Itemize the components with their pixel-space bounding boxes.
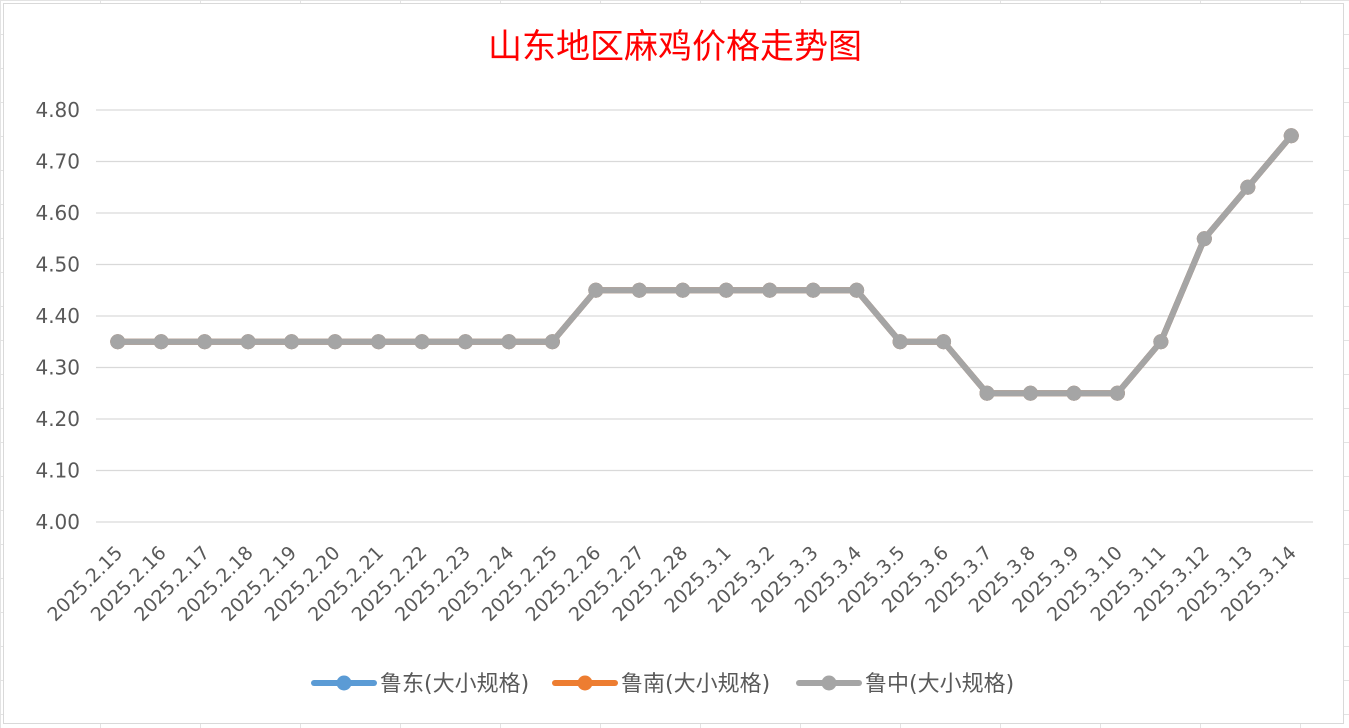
data-point[interactable] <box>1240 179 1256 195</box>
data-point[interactable] <box>936 334 952 350</box>
y-tick-label: 4.40 <box>35 304 80 328</box>
data-point[interactable] <box>631 282 647 298</box>
legend-swatch-marker <box>577 675 593 691</box>
data-point[interactable] <box>1022 385 1038 401</box>
data-point[interactable] <box>588 282 604 298</box>
legend-item[interactable]: 鲁东(大小规格) <box>311 672 529 697</box>
legend-swatch-marker <box>336 675 352 691</box>
legend-label: 鲁南(大小规格) <box>621 672 770 697</box>
data-point[interactable] <box>371 334 387 350</box>
data-point[interactable] <box>197 334 213 350</box>
data-point[interactable] <box>675 282 691 298</box>
data-point[interactable] <box>1283 128 1299 144</box>
y-tick-label: 4.60 <box>35 201 80 225</box>
data-point[interactable] <box>718 282 734 298</box>
data-point[interactable] <box>849 282 865 298</box>
y-tick-label: 4.20 <box>35 407 80 431</box>
series-line <box>114 132 1295 397</box>
data-point[interactable] <box>1153 334 1169 350</box>
data-point[interactable] <box>240 334 256 350</box>
chart-title: 山东地区麻鸡价格走势图 <box>488 27 862 67</box>
data-point[interactable] <box>1196 231 1212 247</box>
legend-label: 鲁东(大小规格) <box>380 672 529 697</box>
legend-label: 鲁中(大小规格) <box>865 672 1014 697</box>
x-axis-ticks: 2025.2.152025.2.162025.2.172025.2.182025… <box>43 542 1300 626</box>
data-point[interactable] <box>457 334 473 350</box>
y-axis-ticks: 4.00 4.10 4.20 4.30 4.40 4.50 4.60 4.70 4.80 <box>35 98 80 534</box>
y-tick-label: 4.80 <box>35 98 80 122</box>
series-3 <box>110 128 1299 401</box>
data-point[interactable] <box>762 282 778 298</box>
legend-item[interactable]: 鲁南(大小规格) <box>552 672 770 697</box>
data-point[interactable] <box>544 334 560 350</box>
chart-area[interactable] <box>3 3 1344 724</box>
y-tick-label: 4.00 <box>35 510 80 534</box>
data-point[interactable] <box>110 334 126 350</box>
data-point[interactable] <box>892 334 908 350</box>
data-point[interactable] <box>414 334 430 350</box>
data-point[interactable] <box>1109 385 1125 401</box>
y-tick-label: 4.30 <box>35 356 80 380</box>
series-layer <box>110 128 1299 401</box>
data-point[interactable] <box>327 334 343 350</box>
data-point[interactable] <box>1066 385 1082 401</box>
y-tick-label: 4.10 <box>35 459 80 483</box>
data-point[interactable] <box>501 334 517 350</box>
legend-swatch-marker <box>821 675 837 691</box>
data-point[interactable] <box>979 385 995 401</box>
data-point[interactable] <box>153 334 169 350</box>
y-tick-label: 4.50 <box>35 253 80 277</box>
data-point[interactable] <box>284 334 300 350</box>
gridlines <box>96 109 1313 523</box>
legend: 鲁东(大小规格) 鲁南(大小规格) 鲁中(大小规格) <box>311 672 1014 697</box>
y-tick-label: 4.70 <box>35 150 80 174</box>
legend-item[interactable]: 鲁中(大小规格) <box>796 672 1014 697</box>
data-point[interactable] <box>805 282 821 298</box>
